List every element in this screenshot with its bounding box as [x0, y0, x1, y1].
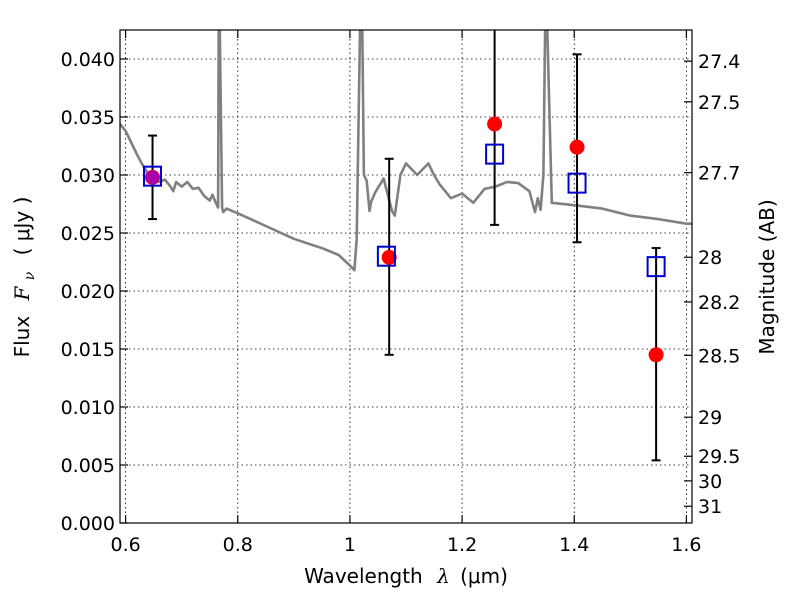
x-axis-title-prefix: Wavelength [304, 564, 423, 588]
x-tick-label: 1 [344, 534, 356, 556]
y-axis-title-subscript: ν [22, 271, 38, 280]
y-tick-label: 0.020 [61, 281, 115, 303]
x-axis-title-symbol: λ [436, 564, 450, 588]
grid [120, 30, 692, 524]
y-tick-label: 0.030 [61, 165, 115, 187]
overlap-point [145, 170, 160, 185]
ticks: 0.6 0.8 1 1.2 1.4 1.6 0.000 0.005 0.010 0.015 0.02… [61, 30, 740, 556]
x-axis-title-unit: (μm) [460, 564, 508, 588]
model-point [376, 245, 396, 267]
y-tick-label: 0.000 [61, 513, 115, 535]
y-tick-label: 0.040 [61, 49, 115, 71]
y2-tick-label: 30 [698, 471, 722, 493]
markers-layer [143, 30, 666, 462]
y-axis-title-symbol: F [10, 285, 34, 301]
observed-point [381, 249, 397, 265]
x-tick-label: 0.6 [110, 534, 140, 556]
y2-tick-label: 27.4 [698, 51, 740, 73]
x-tick-label: 1.6 [671, 534, 701, 556]
y-tick-label: 0.010 [61, 397, 115, 419]
model-point [485, 143, 505, 165]
y-axis-title-prefix: Flux [10, 316, 34, 358]
model-point [646, 256, 666, 278]
y2-axis-title: Magnitude (AB) [755, 199, 779, 354]
x-tick-label: 0.8 [223, 534, 253, 556]
y2-tick-label: 29 [698, 407, 722, 429]
y-tick-label: 0.015 [61, 339, 115, 361]
model-point [143, 165, 163, 187]
y-axis-title-unit: ( μJy ) [10, 197, 34, 256]
y-tick-label: 0.035 [61, 107, 115, 129]
plot-frame [119, 29, 693, 524]
y2-tick-label: 27.7 [698, 163, 740, 185]
observed-point [487, 116, 503, 132]
model-point [567, 172, 587, 194]
y2-tick-label: 27.5 [698, 92, 740, 114]
y-tick-label: 0.025 [61, 223, 115, 245]
y2-tick-label: 28.2 [698, 292, 740, 314]
y2-tick-label: 28 [698, 247, 722, 269]
y2-tick-label: 29.5 [698, 446, 740, 468]
x-axis-title: Wavelength λ (μm) [304, 564, 508, 588]
x-tick-label: 1.4 [559, 534, 589, 556]
y-tick-label: 0.005 [61, 455, 115, 477]
y2-tick-label: 31 [698, 496, 722, 518]
spectrum-line [120, 30, 692, 272]
observed-point [648, 347, 664, 363]
y2-tick-label: 28.5 [698, 345, 740, 367]
series-layer [120, 30, 692, 272]
observed-point [569, 139, 585, 155]
y-axis-title: Flux F ν ( μJy ) [10, 197, 39, 358]
x-tick-label: 1.2 [447, 534, 477, 556]
